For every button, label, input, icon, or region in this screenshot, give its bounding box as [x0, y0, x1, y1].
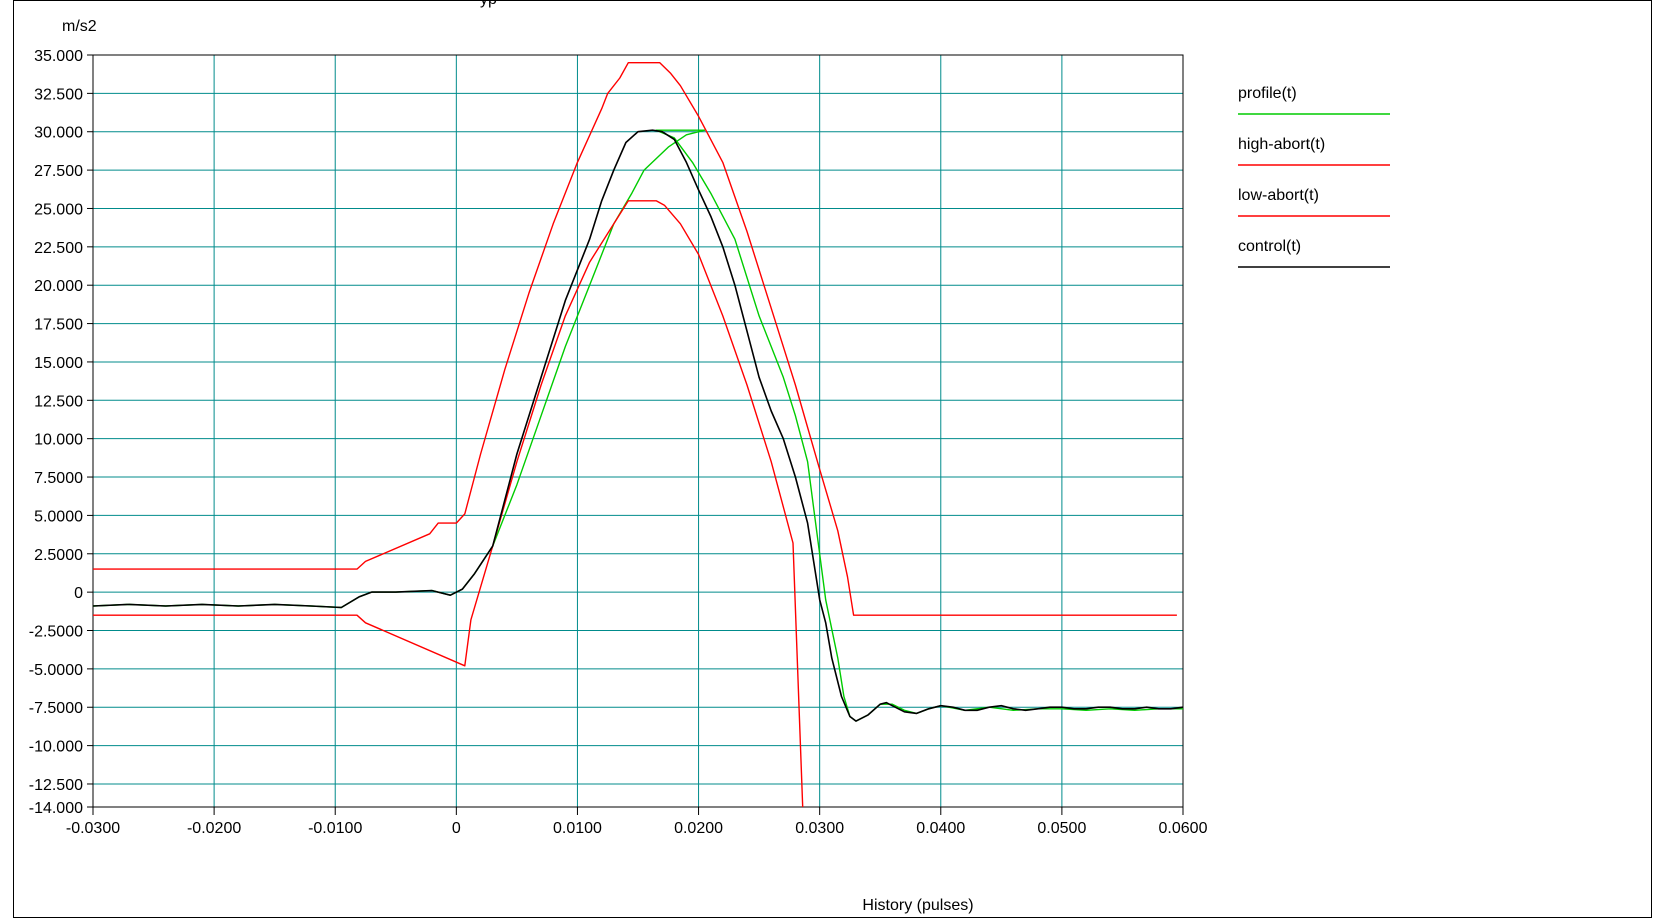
y-tick-label: 35.000	[34, 48, 83, 65]
legend-label: control(t)	[1238, 238, 1301, 255]
y-tick-label: 27.500	[34, 163, 83, 180]
y-tick-label: 30.000	[34, 125, 83, 142]
y-tick-label: 2.5000	[34, 547, 83, 564]
y-tick-label: 12.500	[34, 393, 83, 410]
series-layer	[92, 62, 1184, 808]
axes: -0.0300 -0.0200 -0.0100 0 0.0100 0.0200 0.0300…	[29, 48, 1208, 837]
x-tick-label: -0.0100	[308, 820, 362, 837]
x-tick-label: 0	[452, 820, 461, 837]
legend-label: high-abort(t)	[1238, 136, 1325, 153]
y-tick-label: -7.5000	[29, 700, 83, 717]
y-tick-label: 17.500	[34, 317, 83, 334]
y-tick-label: 0	[74, 585, 83, 602]
plot-area	[92, 54, 1184, 808]
x-axis-label: History (pulses)	[862, 897, 973, 914]
x-tick-label: 0.0600	[1159, 820, 1208, 837]
y-tick-label: 25.000	[34, 201, 83, 218]
x-tick-label: 0.0400	[916, 820, 965, 837]
series-line-low-abort-t	[93, 200, 804, 808]
window-title-fragment: yp	[480, 0, 497, 8]
y-tick-label: 20.000	[34, 278, 83, 295]
y-tick-label: -12.500	[29, 777, 83, 794]
y-axis-label: m/s2	[62, 18, 97, 35]
y-tick-label: 22.500	[34, 240, 83, 257]
x-tick-label: 0.0300	[795, 820, 844, 837]
legend-label: low-abort(t)	[1238, 187, 1319, 204]
legend-label: profile(t)	[1238, 85, 1297, 102]
y-tick-label: -10.000	[29, 739, 83, 756]
x-tick-label: 0.0200	[674, 820, 723, 837]
chart-frame	[13, 0, 1652, 918]
series-line-control-t	[92, 129, 1184, 722]
x-tick-label: 0.0500	[1037, 820, 1086, 837]
x-tick-label: -0.0300	[66, 820, 120, 837]
y-tick-label: 7.5000	[34, 470, 83, 487]
y-tick-label: 32.500	[34, 86, 83, 103]
y-tick-label: 5.0000	[34, 508, 83, 525]
grid	[92, 54, 1184, 808]
x-tick-label: 0.0100	[553, 820, 602, 837]
series-line-high-abort-t	[93, 62, 1177, 616]
legend: profile(t) high-abort(t) low-abort(t) contr…	[1238, 85, 1390, 268]
y-tick-label: -2.5000	[29, 624, 83, 641]
y-tick-label: -5.0000	[29, 662, 83, 679]
y-tick-label: 10.000	[34, 432, 83, 449]
y-tick-label: 15.000	[34, 355, 83, 372]
x-tick-label: -0.0200	[187, 820, 241, 837]
series-line-profile-t	[92, 129, 1183, 722]
y-tick-label: -14.000	[29, 800, 83, 817]
